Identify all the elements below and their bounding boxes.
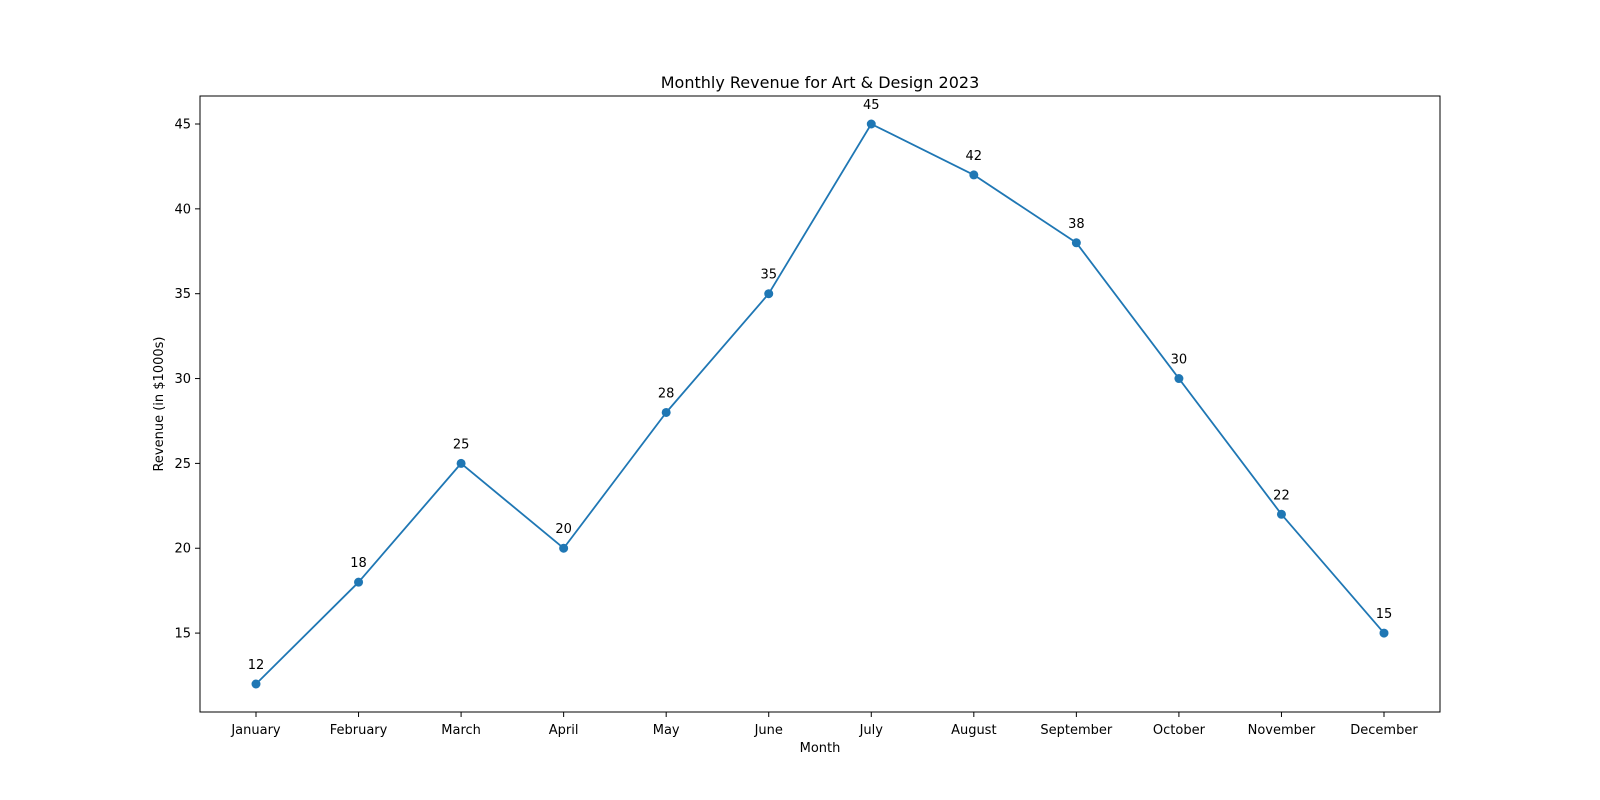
data-label: 15 — [1376, 607, 1393, 622]
x-tick-label: June — [754, 723, 783, 738]
x-tick-label: July — [859, 723, 884, 738]
data-point — [1071, 238, 1081, 248]
data-label: 35 — [760, 268, 777, 283]
data-point — [1174, 374, 1184, 384]
x-axis-title: Month — [800, 741, 841, 756]
x-tick-label: February — [330, 723, 388, 738]
y-tick-label: 30 — [174, 372, 191, 387]
x-tick-label: December — [1350, 723, 1418, 738]
data-point — [1276, 509, 1286, 519]
plot-area — [199, 95, 1441, 713]
x-tick-label: September — [1040, 723, 1113, 738]
y-tick-label: 20 — [174, 542, 191, 557]
data-point — [764, 289, 774, 299]
data-label: 28 — [658, 386, 675, 401]
x-axis: January February March April May June July Augu… — [230, 712, 1418, 738]
data-label: 45 — [863, 98, 880, 113]
x-tick-label: November — [1248, 723, 1316, 738]
y-tick-label: 25 — [174, 457, 191, 472]
data-label: 22 — [1273, 488, 1290, 503]
data-point — [1379, 628, 1389, 638]
y-tick-label: 45 — [174, 118, 191, 133]
data-label: 12 — [248, 658, 265, 673]
data-point — [866, 119, 876, 129]
data-point — [456, 458, 466, 468]
x-tick-label: March — [441, 723, 481, 738]
data-point — [969, 170, 979, 180]
y-tick-label: 15 — [174, 627, 191, 642]
data-label: 42 — [966, 149, 983, 164]
data-point — [251, 679, 261, 689]
data-label: 38 — [1068, 217, 1085, 232]
data-point — [661, 407, 671, 417]
x-tick-label: April — [549, 723, 579, 738]
data-label: 25 — [453, 437, 470, 452]
y-axis: 15 20 25 30 35 40 45 — [174, 118, 200, 642]
y-tick-label: 40 — [174, 202, 191, 217]
data-point — [354, 577, 364, 587]
x-tick-label: January — [230, 723, 281, 738]
series-line — [255, 123, 1385, 685]
data-label: 30 — [1171, 353, 1188, 368]
x-tick-label: May — [653, 723, 680, 738]
x-tick-label: October — [1153, 723, 1206, 738]
series-revenue — [251, 119, 1389, 689]
chart-title: Monthly Revenue for Art & Design 2023 — [661, 73, 980, 92]
x-tick-label: August — [951, 723, 997, 738]
data-labels: 12 18 25 20 28 35 45 42 38 30 22 15 — [248, 98, 1393, 673]
data-point — [559, 543, 569, 553]
y-tick-label: 35 — [174, 287, 191, 302]
data-label: 18 — [350, 556, 367, 571]
y-axis-title: Revenue (in $1000s) — [152, 336, 167, 471]
data-label: 20 — [555, 522, 572, 537]
